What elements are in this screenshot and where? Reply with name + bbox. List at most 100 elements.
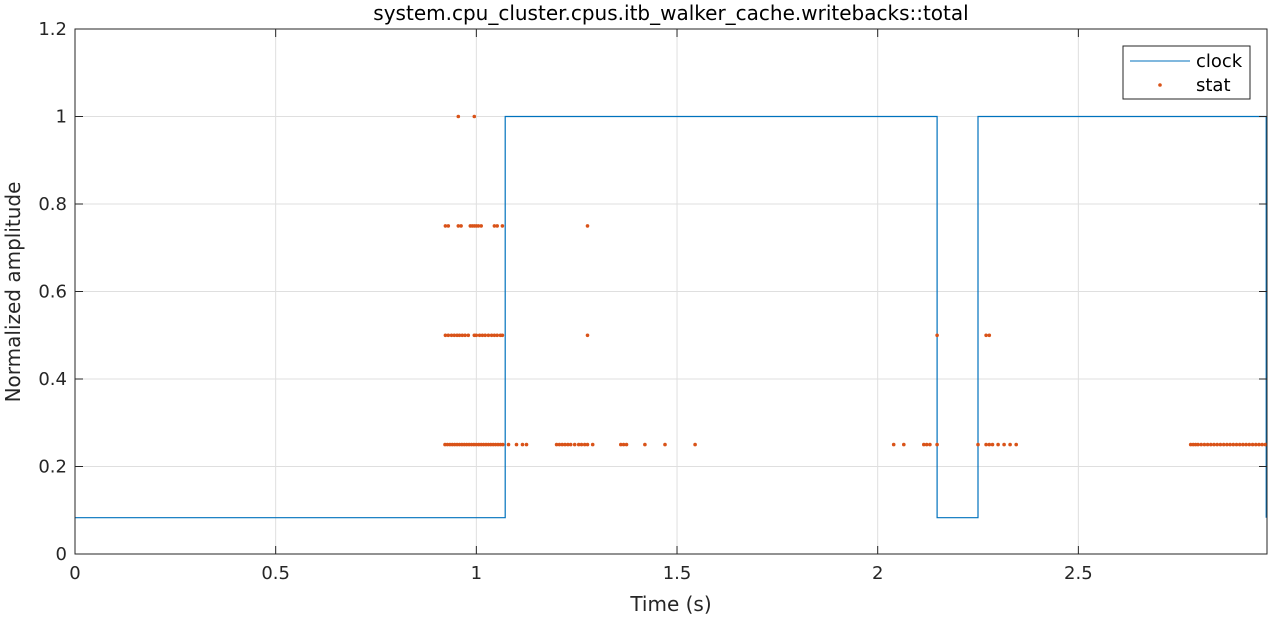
stat-point xyxy=(1260,442,1264,447)
stat-point xyxy=(585,442,590,447)
stat-point xyxy=(582,442,587,447)
legend: clock stat xyxy=(1122,45,1251,100)
stat-point xyxy=(1188,442,1193,447)
stat-point xyxy=(1231,442,1236,447)
stat-point xyxy=(572,442,577,447)
stat-point xyxy=(922,442,926,447)
stat-point xyxy=(449,333,454,338)
stat-point xyxy=(643,442,647,447)
stat-point xyxy=(1196,442,1200,447)
stat-point xyxy=(456,114,461,119)
stat-point xyxy=(501,442,505,447)
stat-point xyxy=(474,442,479,447)
x-tick-label: 1 xyxy=(471,563,482,584)
stat-series xyxy=(443,114,1268,447)
stat-point xyxy=(902,442,906,447)
stat-point xyxy=(445,442,450,447)
y-tick-label: 0.2 xyxy=(38,457,67,478)
stat-point xyxy=(568,442,573,447)
stat-point xyxy=(1241,442,1245,447)
stat-point xyxy=(466,333,471,338)
stat-point xyxy=(460,333,465,338)
stat-point xyxy=(1234,442,1239,447)
stat-point xyxy=(984,333,988,338)
stat-point xyxy=(489,333,494,338)
stat-point xyxy=(891,442,896,447)
stat-point xyxy=(500,333,505,338)
stat-point xyxy=(1237,442,1242,447)
legend-stat-label: stat xyxy=(1196,75,1231,96)
stat-point xyxy=(990,442,995,447)
stat-point xyxy=(585,333,590,338)
stat-point xyxy=(1205,442,1210,447)
stat-point xyxy=(456,224,461,228)
stat-point xyxy=(1254,442,1258,447)
stat-point xyxy=(935,333,939,338)
stat-point xyxy=(1228,442,1232,447)
clock-series xyxy=(75,115,1267,519)
stat-point xyxy=(492,224,497,228)
stat-point xyxy=(554,442,559,447)
y-tick-label: 1.2 xyxy=(38,19,67,40)
stat-point xyxy=(446,333,451,338)
stat-point xyxy=(579,442,584,447)
stat-point xyxy=(987,333,992,338)
stat-point xyxy=(1215,442,1219,447)
stat-point xyxy=(472,114,477,119)
clock-line xyxy=(75,115,1267,519)
stat-point xyxy=(585,224,590,228)
stat-point xyxy=(446,224,451,228)
stat-point xyxy=(996,442,1000,447)
stat-point xyxy=(1247,442,1252,447)
stat-point xyxy=(492,333,497,338)
stat-point xyxy=(495,224,500,228)
stat-point xyxy=(1225,442,1229,447)
y-axis: 0 0.2 0.4 0.6 0.8 1 1.2 xyxy=(38,19,1267,565)
y-tick-label: 1 xyxy=(56,107,67,128)
chart-title: system.cpu_cluster.cpus.itb_walker_cache… xyxy=(373,1,968,25)
y-tick-label: 0.8 xyxy=(38,194,67,215)
stat-point xyxy=(459,224,463,228)
x-tick-label: 0.5 xyxy=(261,563,290,584)
stat-point xyxy=(928,442,932,447)
stat-point xyxy=(486,333,491,338)
stat-point xyxy=(621,442,626,447)
y-tick-label: 0.4 xyxy=(38,369,67,390)
stat-point xyxy=(557,442,562,447)
stat-point xyxy=(479,224,484,228)
legend-clock-label: clock xyxy=(1196,51,1243,72)
legend-stat-swatch xyxy=(1158,83,1162,87)
stat-point xyxy=(474,333,479,338)
stat-point xyxy=(500,224,505,228)
stat-point xyxy=(443,224,448,228)
stat-point xyxy=(480,333,485,338)
stat-point xyxy=(1199,442,1203,447)
stat-point xyxy=(524,442,529,447)
x-tick-label: 2 xyxy=(872,563,883,584)
x-tick-label: 0 xyxy=(69,563,80,584)
stat-point xyxy=(693,442,697,447)
stat-point xyxy=(976,442,980,447)
stat-point xyxy=(514,442,519,447)
stat-point xyxy=(1221,442,1226,447)
x-tick-label: 1.5 xyxy=(663,563,692,584)
stat-point xyxy=(495,333,500,338)
stat-point xyxy=(1244,442,1248,447)
stat-point xyxy=(935,442,939,447)
stat-point xyxy=(463,333,467,338)
stat-point xyxy=(457,333,462,338)
stat-point xyxy=(477,333,482,338)
x-axis-label: Time (s) xyxy=(629,592,711,616)
x-axis: 0 0.5 1 1.5 2 2.5 xyxy=(69,29,1093,584)
stat-point xyxy=(924,442,929,447)
stat-point xyxy=(1008,442,1012,447)
stat-point xyxy=(1209,442,1213,447)
stat-point xyxy=(1014,442,1018,447)
stat-point xyxy=(1263,442,1268,447)
y-tick-label: 0.6 xyxy=(38,282,67,303)
stat-point xyxy=(619,442,623,447)
stat-point xyxy=(560,442,564,447)
stat-point xyxy=(1002,442,1006,447)
stat-point xyxy=(566,442,570,447)
